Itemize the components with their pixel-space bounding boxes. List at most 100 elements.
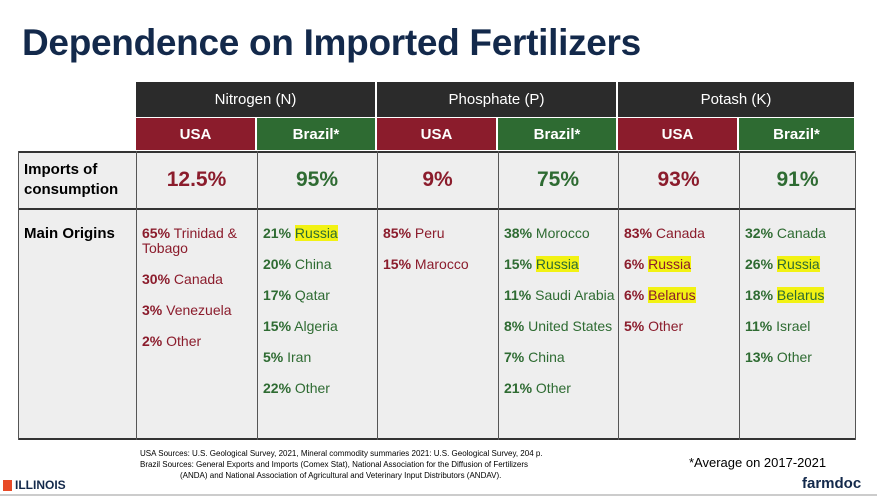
header-usa-phosphate: USA	[377, 118, 498, 151]
column-divider	[739, 151, 740, 440]
imports-label-line-1: Imports of	[24, 161, 98, 178]
column-divider	[136, 151, 137, 440]
origin-percent: 22%	[263, 380, 292, 396]
row-divider	[18, 151, 856, 153]
origin-percent: 15%	[504, 256, 533, 272]
imports-row-label: Imports of consumption	[18, 160, 136, 200]
origin-percent: 13%	[745, 349, 774, 365]
farmdoc-logo: farmdoc	[802, 475, 862, 492]
origin-item: 8% United States	[504, 319, 616, 334]
origin-country: Saudi Arabia	[535, 287, 615, 303]
origin-item: 6% Russia	[624, 256, 736, 272]
origin-percent: 65%	[142, 225, 171, 241]
illinois-block-i-icon	[3, 479, 12, 491]
origin-item: 5% Other	[624, 319, 736, 334]
origin-country: Iran	[287, 349, 312, 365]
header-brazil-nitrogen: Brazil*	[257, 118, 377, 151]
origin-percent: 2%	[142, 333, 163, 349]
origin-percent: 11%	[504, 287, 532, 303]
origin-country: Canada	[776, 225, 826, 241]
origin-percent: 20%	[263, 256, 292, 272]
brazil-sources-line-1: Brazil Sources: General Exports and Impo…	[140, 460, 529, 469]
origins-usa-phosphate: 85% Peru 15% Marocco	[383, 226, 495, 288]
origin-item: 85% Peru	[383, 226, 495, 241]
origin-item: 26% Russia	[745, 256, 853, 272]
origin-percent: 15%	[383, 256, 412, 272]
origin-percent: 5%	[624, 318, 645, 334]
origin-item: 17% Qatar	[263, 288, 375, 303]
imports-row	[18, 151, 856, 209]
origins-brazil-phosphate: 38% Morocco 15% Russia 11% Saudi Arabia 8% …	[504, 226, 616, 412]
imports-brazil-phosphate: 75%	[536, 168, 580, 191]
origin-percent: 3%	[142, 302, 163, 318]
origin-percent: 6%	[624, 287, 645, 303]
origin-percent: 11%	[745, 318, 773, 334]
origin-item: 15% Marocco	[383, 257, 495, 272]
header-phosphate: Phosphate (P)	[377, 82, 618, 118]
imports-brazil-potash: 91%	[776, 168, 819, 191]
origin-item: 11% Saudi Arabia	[504, 288, 616, 303]
origin-country: Other	[294, 380, 330, 396]
origin-percent: 83%	[624, 225, 653, 241]
origin-country: Belarus	[776, 287, 825, 303]
origin-item: 20% China	[263, 257, 375, 272]
origin-item: 30% Canada	[142, 272, 254, 287]
imports-usa-nitrogen: 12.5%	[166, 168, 227, 191]
origin-item: 21% Other	[504, 381, 616, 396]
origin-percent: 18%	[745, 287, 774, 303]
header-potash: Potash (K)	[618, 82, 856, 118]
average-footnote: *Average on 2017-2021	[689, 455, 827, 470]
column-divider	[618, 151, 619, 440]
origin-item: 21% Russia	[263, 225, 375, 241]
origin-country: Russia	[535, 256, 579, 272]
origins-usa-potash: 83% Canada 6% Russia 6% Belarus 5% Other	[624, 226, 736, 350]
origin-country: China	[294, 256, 332, 272]
origin-country: Qatar	[294, 287, 330, 303]
origin-country: Canada	[655, 225, 705, 241]
brazil-sources-line-2: (ANDA) and National Association of Agric…	[180, 471, 502, 480]
origin-item: 65% Trinidad & Tobago	[142, 226, 254, 256]
origin-country: Other	[776, 349, 812, 365]
origin-percent: 6%	[624, 256, 645, 272]
origin-percent: 17%	[263, 287, 292, 303]
origin-item: 3% Venezuela	[142, 303, 254, 318]
origin-percent: 21%	[263, 225, 292, 241]
origin-item: 18% Belarus	[745, 287, 853, 303]
origins-row-label: Main Origins	[24, 225, 115, 242]
origin-country: Trinidad & Tobago	[142, 225, 237, 256]
origin-country: Russia	[776, 256, 820, 272]
header-usa-nitrogen: USA	[136, 118, 257, 151]
origin-country: Peru	[414, 225, 445, 241]
header-brazil-potash: Brazil*	[739, 118, 856, 151]
origins-brazil-nitrogen: 21% Russia 20% China 17% Qatar 15% Algeria 5…	[263, 225, 375, 412]
origin-item: 2% Other	[142, 334, 254, 349]
origin-country: Canada	[173, 271, 223, 287]
column-divider	[377, 151, 378, 440]
origin-item: 11% Israel	[745, 319, 853, 334]
page-title: Dependence on Imported Fertilizers	[22, 22, 641, 63]
origin-percent: 5%	[263, 349, 284, 365]
usa-sources: USA Sources: U.S. Geological Survey, 202…	[140, 449, 543, 458]
row-divider	[18, 208, 856, 210]
origin-item: 15% Russia	[504, 256, 616, 272]
origins-brazil-potash: 32% Canada 26% Russia 18% Belarus 11% Israe…	[745, 226, 853, 381]
origin-country: Israel	[776, 318, 811, 334]
origin-country: Algeria	[294, 318, 338, 334]
origins-row	[18, 209, 856, 440]
header-usa-potash: USA	[618, 118, 739, 151]
origin-country: Marocco	[414, 256, 469, 272]
sources-note: USA Sources: U.S. Geological Survey, 202…	[140, 448, 543, 481]
imports-usa-phosphate: 9%	[422, 168, 453, 191]
origin-item: 6% Belarus	[624, 287, 736, 303]
origin-percent: 38%	[504, 225, 533, 241]
origin-percent: 8%	[504, 318, 525, 334]
origin-percent: 7%	[504, 349, 525, 365]
origin-country: Morocco	[535, 225, 590, 241]
illinois-logo: ILLINOIS	[3, 478, 66, 492]
origin-item: 15% Algeria	[263, 319, 375, 334]
origin-country: Venezuela	[166, 302, 232, 318]
imports-label-line-2: consumption	[24, 181, 119, 198]
origin-item: 22% Other	[263, 381, 375, 396]
header-brazil-phosphate: Brazil*	[498, 118, 618, 151]
illinois-logo-text: ILLINOIS	[15, 478, 66, 492]
